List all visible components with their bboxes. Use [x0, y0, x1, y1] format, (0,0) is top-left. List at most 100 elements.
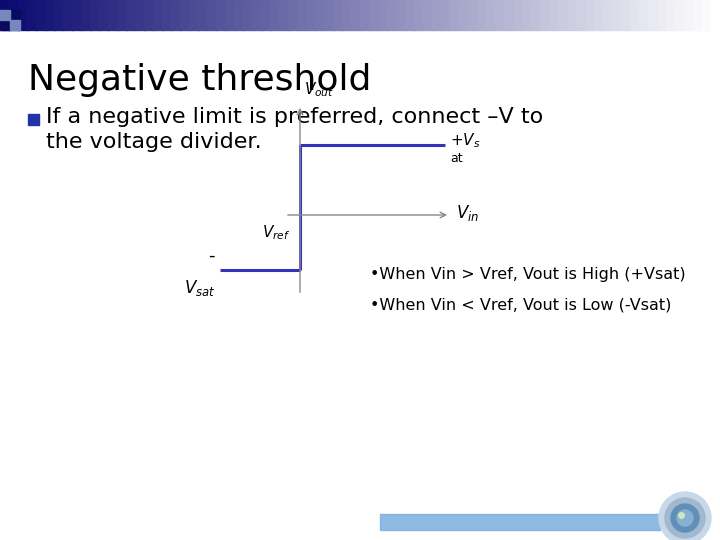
Circle shape: [665, 498, 705, 538]
Bar: [495, 0, 505, 30]
Bar: [567, 0, 577, 30]
Bar: [126, 0, 136, 30]
Text: •When Vin > Vref, Vout is High (+Vsat): •When Vin > Vref, Vout is High (+Vsat): [370, 267, 685, 282]
Bar: [468, 0, 478, 30]
Bar: [10, 20, 20, 30]
Text: $V_{sat}$: $V_{sat}$: [184, 278, 215, 298]
Bar: [117, 0, 127, 30]
Bar: [189, 0, 199, 30]
Bar: [423, 0, 433, 30]
Bar: [360, 0, 370, 30]
Text: •When Vin < Vref, Vout is Low (-Vsat): •When Vin < Vref, Vout is Low (-Vsat): [370, 298, 671, 313]
Bar: [666, 0, 676, 30]
Bar: [198, 0, 208, 30]
Bar: [585, 0, 595, 30]
Bar: [684, 0, 694, 30]
Bar: [504, 0, 514, 30]
Bar: [621, 0, 631, 30]
Bar: [324, 0, 334, 30]
Bar: [540, 0, 550, 30]
Bar: [243, 0, 253, 30]
Circle shape: [671, 504, 699, 532]
Text: $V_{out}$: $V_{out}$: [304, 80, 334, 99]
Text: $V_{in}$: $V_{in}$: [456, 203, 480, 223]
Bar: [380, 514, 660, 530]
Bar: [459, 0, 469, 30]
Bar: [99, 0, 109, 30]
Bar: [18, 0, 28, 30]
Bar: [351, 0, 361, 30]
Bar: [603, 0, 613, 30]
Bar: [396, 0, 406, 30]
Bar: [216, 0, 226, 30]
Bar: [108, 0, 118, 30]
Bar: [342, 0, 352, 30]
Text: -: -: [209, 247, 215, 265]
Text: $+V_s$: $+V_s$: [450, 132, 480, 150]
Bar: [702, 0, 712, 30]
Bar: [234, 0, 244, 30]
Text: the voltage divider.: the voltage divider.: [46, 132, 261, 152]
Bar: [297, 0, 307, 30]
Bar: [144, 0, 154, 30]
Bar: [405, 0, 415, 30]
Bar: [36, 0, 46, 30]
Text: $V_{ref}$: $V_{ref}$: [261, 223, 290, 242]
Bar: [90, 0, 100, 30]
Bar: [72, 0, 82, 30]
Bar: [378, 0, 388, 30]
Text: If a negative limit is preferred, connect –V to: If a negative limit is preferred, connec…: [46, 107, 544, 127]
Bar: [612, 0, 622, 30]
Bar: [549, 0, 559, 30]
Circle shape: [677, 510, 693, 526]
Bar: [333, 0, 343, 30]
Bar: [711, 0, 720, 30]
Text: at: at: [450, 152, 463, 165]
Bar: [28, 114, 39, 125]
Bar: [27, 0, 37, 30]
Bar: [675, 0, 685, 30]
Bar: [135, 0, 145, 30]
Bar: [531, 0, 541, 30]
Bar: [54, 0, 64, 30]
Bar: [171, 0, 181, 30]
Bar: [261, 0, 271, 30]
Text: Negative threshold: Negative threshold: [28, 63, 372, 97]
Bar: [63, 0, 73, 30]
Bar: [450, 0, 460, 30]
Bar: [288, 0, 298, 30]
Bar: [648, 0, 658, 30]
Bar: [315, 0, 325, 30]
Bar: [207, 0, 217, 30]
Bar: [387, 0, 397, 30]
Bar: [0, 20, 10, 30]
Bar: [576, 0, 586, 30]
Bar: [414, 0, 424, 30]
Bar: [0, 0, 10, 30]
Bar: [558, 0, 568, 30]
Bar: [9, 0, 19, 30]
Bar: [0, 10, 10, 20]
Bar: [279, 0, 289, 30]
Bar: [225, 0, 235, 30]
Bar: [270, 0, 280, 30]
Bar: [630, 0, 640, 30]
Bar: [486, 0, 496, 30]
Bar: [513, 0, 523, 30]
Bar: [522, 0, 532, 30]
Bar: [441, 0, 451, 30]
Bar: [162, 0, 172, 30]
Bar: [477, 0, 487, 30]
Bar: [639, 0, 649, 30]
Bar: [306, 0, 316, 30]
Bar: [693, 0, 703, 30]
Bar: [180, 0, 190, 30]
Bar: [252, 0, 262, 30]
Bar: [594, 0, 604, 30]
Bar: [432, 0, 442, 30]
Bar: [81, 0, 91, 30]
Bar: [369, 0, 379, 30]
Bar: [45, 0, 55, 30]
Bar: [153, 0, 163, 30]
Circle shape: [659, 492, 711, 540]
